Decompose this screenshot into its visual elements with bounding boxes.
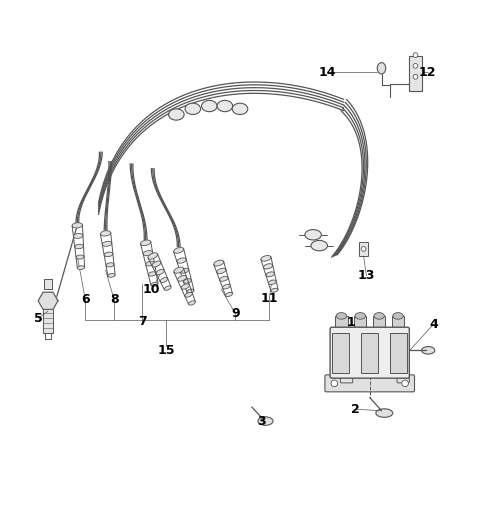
- FancyBboxPatch shape: [325, 375, 415, 392]
- Ellipse shape: [77, 266, 84, 269]
- Circle shape: [413, 63, 418, 68]
- Bar: [44, 279, 52, 289]
- Ellipse shape: [217, 100, 233, 112]
- Circle shape: [413, 53, 418, 57]
- Ellipse shape: [183, 279, 192, 283]
- Ellipse shape: [152, 261, 161, 267]
- Ellipse shape: [336, 313, 347, 319]
- Bar: [43, 309, 53, 333]
- Ellipse shape: [180, 268, 189, 273]
- Text: 15: 15: [157, 344, 175, 357]
- Ellipse shape: [106, 263, 114, 267]
- Polygon shape: [38, 292, 58, 309]
- Ellipse shape: [393, 313, 403, 319]
- Ellipse shape: [177, 258, 186, 263]
- Text: 13: 13: [358, 269, 375, 282]
- Text: 9: 9: [231, 307, 240, 320]
- Circle shape: [361, 247, 366, 251]
- Ellipse shape: [258, 417, 273, 425]
- Bar: [373, 316, 385, 330]
- Ellipse shape: [232, 103, 248, 115]
- Ellipse shape: [102, 241, 112, 246]
- FancyBboxPatch shape: [340, 365, 353, 383]
- Text: 12: 12: [419, 66, 436, 78]
- Ellipse shape: [374, 313, 384, 319]
- Ellipse shape: [181, 284, 190, 289]
- Ellipse shape: [143, 250, 153, 255]
- Ellipse shape: [148, 253, 157, 259]
- Ellipse shape: [214, 260, 224, 266]
- Ellipse shape: [421, 347, 435, 354]
- Ellipse shape: [141, 240, 151, 246]
- Ellipse shape: [148, 272, 156, 276]
- Ellipse shape: [216, 268, 226, 273]
- Text: 1: 1: [347, 315, 355, 329]
- Ellipse shape: [376, 409, 393, 417]
- Ellipse shape: [168, 109, 184, 120]
- Ellipse shape: [226, 292, 232, 296]
- Bar: [390, 333, 408, 373]
- Text: 2: 2: [351, 403, 360, 416]
- Ellipse shape: [76, 255, 84, 259]
- Ellipse shape: [185, 292, 192, 297]
- Ellipse shape: [164, 286, 171, 290]
- Ellipse shape: [160, 278, 168, 283]
- Text: 3: 3: [257, 415, 265, 428]
- Bar: [354, 316, 366, 330]
- Ellipse shape: [189, 301, 195, 305]
- Ellipse shape: [261, 255, 271, 261]
- Ellipse shape: [271, 288, 278, 292]
- Ellipse shape: [223, 284, 230, 289]
- Ellipse shape: [100, 231, 111, 236]
- Circle shape: [402, 380, 408, 387]
- Ellipse shape: [185, 103, 201, 115]
- Bar: [332, 333, 349, 373]
- Text: 5: 5: [34, 312, 43, 325]
- Ellipse shape: [146, 261, 155, 266]
- Ellipse shape: [377, 62, 386, 74]
- Ellipse shape: [156, 269, 164, 275]
- Bar: [409, 55, 422, 91]
- Text: 4: 4: [429, 318, 438, 331]
- Text: 7: 7: [138, 314, 147, 328]
- Ellipse shape: [305, 229, 322, 240]
- Ellipse shape: [72, 223, 83, 228]
- Ellipse shape: [311, 241, 327, 251]
- Ellipse shape: [202, 100, 217, 112]
- Text: 6: 6: [81, 293, 90, 306]
- Ellipse shape: [174, 247, 184, 253]
- Ellipse shape: [266, 272, 275, 276]
- Ellipse shape: [220, 276, 228, 281]
- Ellipse shape: [268, 280, 276, 285]
- Text: 10: 10: [143, 283, 160, 295]
- Ellipse shape: [75, 244, 84, 249]
- Bar: [335, 316, 348, 330]
- Ellipse shape: [174, 267, 183, 273]
- Text: 8: 8: [110, 293, 119, 306]
- FancyBboxPatch shape: [330, 327, 409, 378]
- Ellipse shape: [73, 233, 83, 239]
- Ellipse shape: [264, 264, 273, 269]
- FancyBboxPatch shape: [397, 365, 409, 383]
- Ellipse shape: [187, 289, 194, 293]
- Bar: [359, 242, 368, 256]
- Text: 14: 14: [319, 66, 336, 78]
- Circle shape: [413, 74, 418, 79]
- Bar: [361, 333, 378, 373]
- Ellipse shape: [108, 273, 115, 278]
- Circle shape: [331, 380, 337, 387]
- Bar: [392, 316, 404, 330]
- Ellipse shape: [178, 275, 187, 281]
- Ellipse shape: [104, 252, 113, 257]
- Text: 11: 11: [261, 292, 278, 305]
- Ellipse shape: [355, 313, 365, 319]
- Ellipse shape: [151, 283, 158, 286]
